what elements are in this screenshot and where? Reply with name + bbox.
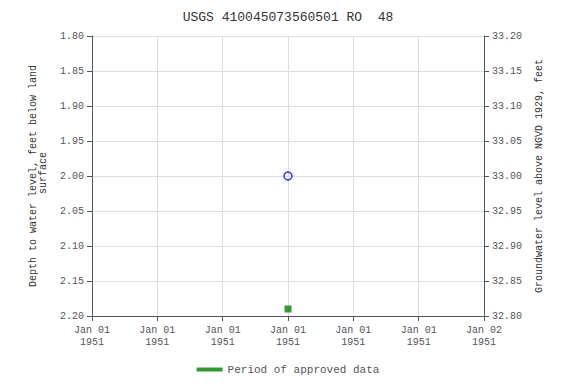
svg-text:33.20: 33.20 [492,31,522,42]
svg-text:1.80: 1.80 [60,31,84,42]
svg-text:2.10: 2.10 [60,241,84,252]
svg-text:32.90: 32.90 [492,241,522,252]
svg-text:33.05: 33.05 [492,136,522,147]
svg-text:1951: 1951 [145,337,169,348]
svg-text:33.15: 33.15 [492,66,522,77]
svg-text:32.85: 32.85 [492,276,522,287]
svg-text:USGS 410045073560501 RO 48: USGS 410045073560501 RO 48 [183,10,394,25]
svg-text:2.00: 2.00 [60,171,84,182]
svg-text:32.80: 32.80 [492,311,522,322]
svg-text:1951: 1951 [276,337,300,348]
svg-text:1.90: 1.90 [60,101,84,112]
svg-text:Depth to water level, feet bel: Depth to water level, feet below land [27,65,39,287]
svg-text:2.20: 2.20 [60,311,84,322]
svg-text:Jan 01: Jan 01 [139,325,175,336]
svg-text:32.95: 32.95 [492,206,522,217]
svg-text:1951: 1951 [80,337,104,348]
svg-text:33.00: 33.00 [492,171,522,182]
svg-text:1951: 1951 [472,337,496,348]
svg-text:Groundwater level above NGVD 1: Groundwater level above NGVD 1929, feet [534,59,545,293]
svg-text:Period of approved data: Period of approved data [228,364,380,376]
svg-text:1.95: 1.95 [60,136,84,147]
svg-text:2.15: 2.15 [60,276,84,287]
svg-text:2.05: 2.05 [60,206,84,217]
svg-text:33.10: 33.10 [492,101,522,112]
svg-text:1951: 1951 [407,337,431,348]
svg-text:1951: 1951 [211,337,235,348]
svg-text:Jan 02: Jan 02 [466,325,502,336]
svg-text:Jan 01: Jan 01 [205,325,241,336]
svg-text:surface: surface [38,152,49,200]
svg-text:1.85: 1.85 [60,66,84,77]
svg-text:Jan 01: Jan 01 [335,325,371,336]
svg-text:Jan 01: Jan 01 [74,325,110,336]
svg-text:Jan 01: Jan 01 [401,325,437,336]
svg-text:Jan 01: Jan 01 [270,325,306,336]
svg-text:1951: 1951 [341,337,365,348]
